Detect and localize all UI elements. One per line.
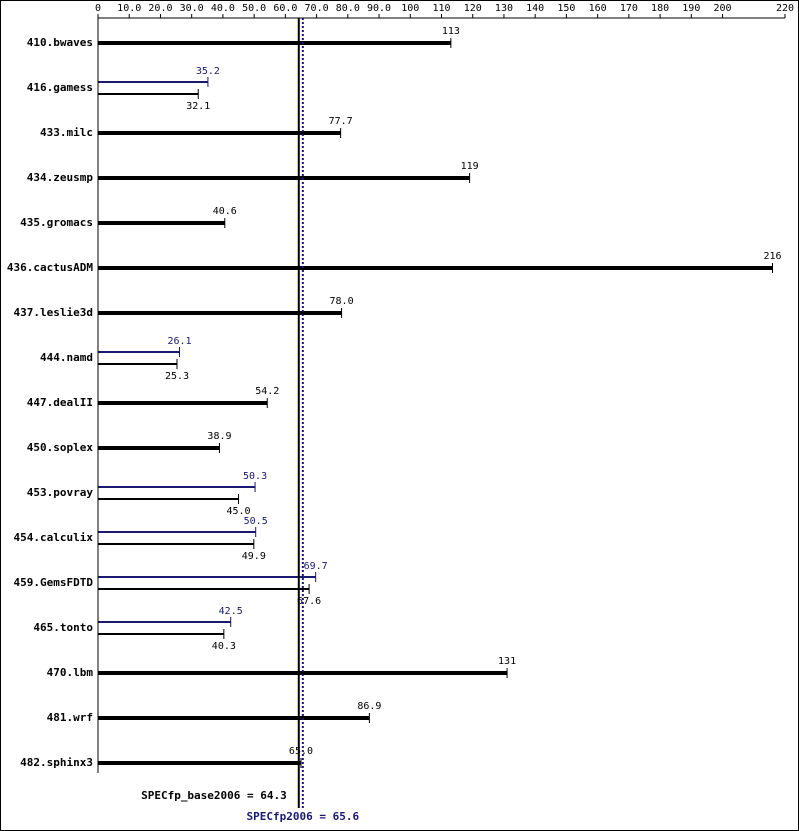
bar: [98, 81, 208, 83]
bar: [98, 221, 225, 225]
value-label: 40.6: [213, 206, 237, 217]
bar: [98, 401, 268, 405]
x-tick-label: 160: [589, 3, 607, 14]
x-tick-label: 30.0: [180, 3, 204, 14]
bar: [98, 588, 310, 590]
x-tick-label: 60.0: [273, 3, 297, 14]
x-tick-label: 40.0: [211, 3, 235, 14]
bar: [98, 543, 254, 545]
bar: [98, 761, 301, 765]
bar: [98, 446, 220, 450]
x-tick-label: 20.0: [148, 3, 172, 14]
value-label: 45.0: [226, 506, 250, 517]
bar: [98, 498, 239, 500]
category-label: 437.leslie3d: [14, 306, 93, 319]
value-label: 77.7: [329, 116, 353, 127]
category-label: 416.gamess: [27, 81, 93, 94]
category-label: 450.soplex: [27, 441, 94, 454]
x-tick-label: 10.0: [117, 3, 141, 14]
x-tick-label: 180: [651, 3, 669, 14]
x-tick-label: 80.0: [336, 3, 360, 14]
bar: [98, 176, 470, 180]
category-label: 465.tonto: [33, 621, 93, 634]
bar: [98, 716, 370, 720]
category-label: 447.dealII: [27, 396, 93, 409]
bar: [98, 93, 199, 95]
bar: [98, 531, 256, 533]
value-label: 131: [498, 656, 516, 667]
value-label: 50.3: [243, 471, 267, 482]
category-label: 434.zeusmp: [27, 171, 94, 184]
x-tick-label: 130: [495, 3, 513, 14]
value-label: 69.7: [304, 561, 328, 572]
bar: [98, 41, 451, 45]
x-tick-label: 100: [401, 3, 419, 14]
category-label: 435.gromacs: [20, 216, 93, 229]
value-label: 113: [442, 26, 460, 37]
value-label: 25.3: [165, 371, 189, 382]
x-tick-label: 120: [464, 3, 482, 14]
category-label: 433.milc: [40, 126, 93, 139]
x-tick-label: 150: [557, 3, 575, 14]
x-tick-label: 220: [776, 3, 794, 14]
value-label: 216: [763, 251, 781, 262]
bar: [98, 266, 773, 270]
bar: [98, 576, 316, 578]
x-tick-label: 200: [714, 3, 732, 14]
x-tick-label: 70.0: [305, 3, 329, 14]
bar: [98, 633, 224, 635]
category-label: 482.sphinx3: [20, 756, 93, 769]
value-label: 54.2: [255, 386, 279, 397]
category-label: 470.lbm: [47, 666, 94, 679]
reference-label: SPECfp_base2006 = 64.3: [141, 789, 287, 802]
bar: [98, 671, 508, 675]
x-tick-label: 50.0: [242, 3, 266, 14]
value-label: 32.1: [186, 101, 210, 112]
value-label: 119: [461, 161, 479, 172]
value-label: 67.6: [297, 596, 321, 607]
reference-label: SPECfp2006 = 65.6: [247, 810, 360, 823]
x-tick-label: 140: [526, 3, 544, 14]
bar: [98, 621, 231, 623]
value-label: 49.9: [242, 551, 266, 562]
x-tick-label: 190: [682, 3, 700, 14]
value-label: 50.5: [244, 516, 268, 527]
bar: [98, 363, 178, 365]
x-tick-label: 110: [432, 3, 450, 14]
category-label: 454.calculix: [14, 531, 94, 544]
category-label: 453.povray: [27, 486, 94, 499]
bar: [98, 351, 180, 353]
x-tick-label: 170: [620, 3, 638, 14]
category-label: 459.GemsFDTD: [14, 576, 94, 589]
category-label: 481.wrf: [47, 711, 93, 724]
category-label: 444.namd: [40, 351, 93, 364]
value-label: 86.9: [357, 701, 381, 712]
x-tick-label: 0: [95, 3, 101, 14]
value-label: 78.0: [330, 296, 354, 307]
value-label: 65.0: [289, 746, 313, 757]
bar: [98, 486, 256, 488]
value-label: 35.2: [196, 66, 220, 77]
value-label: 26.1: [167, 336, 191, 347]
value-label: 42.5: [219, 606, 243, 617]
bar: [98, 131, 341, 135]
value-label: 38.9: [207, 431, 231, 442]
category-label: 436.cactusADM: [7, 261, 93, 274]
bar: [98, 311, 342, 315]
x-tick-label: 90.0: [367, 3, 391, 14]
category-label: 410.bwaves: [27, 36, 93, 49]
value-label: 40.3: [212, 641, 236, 652]
